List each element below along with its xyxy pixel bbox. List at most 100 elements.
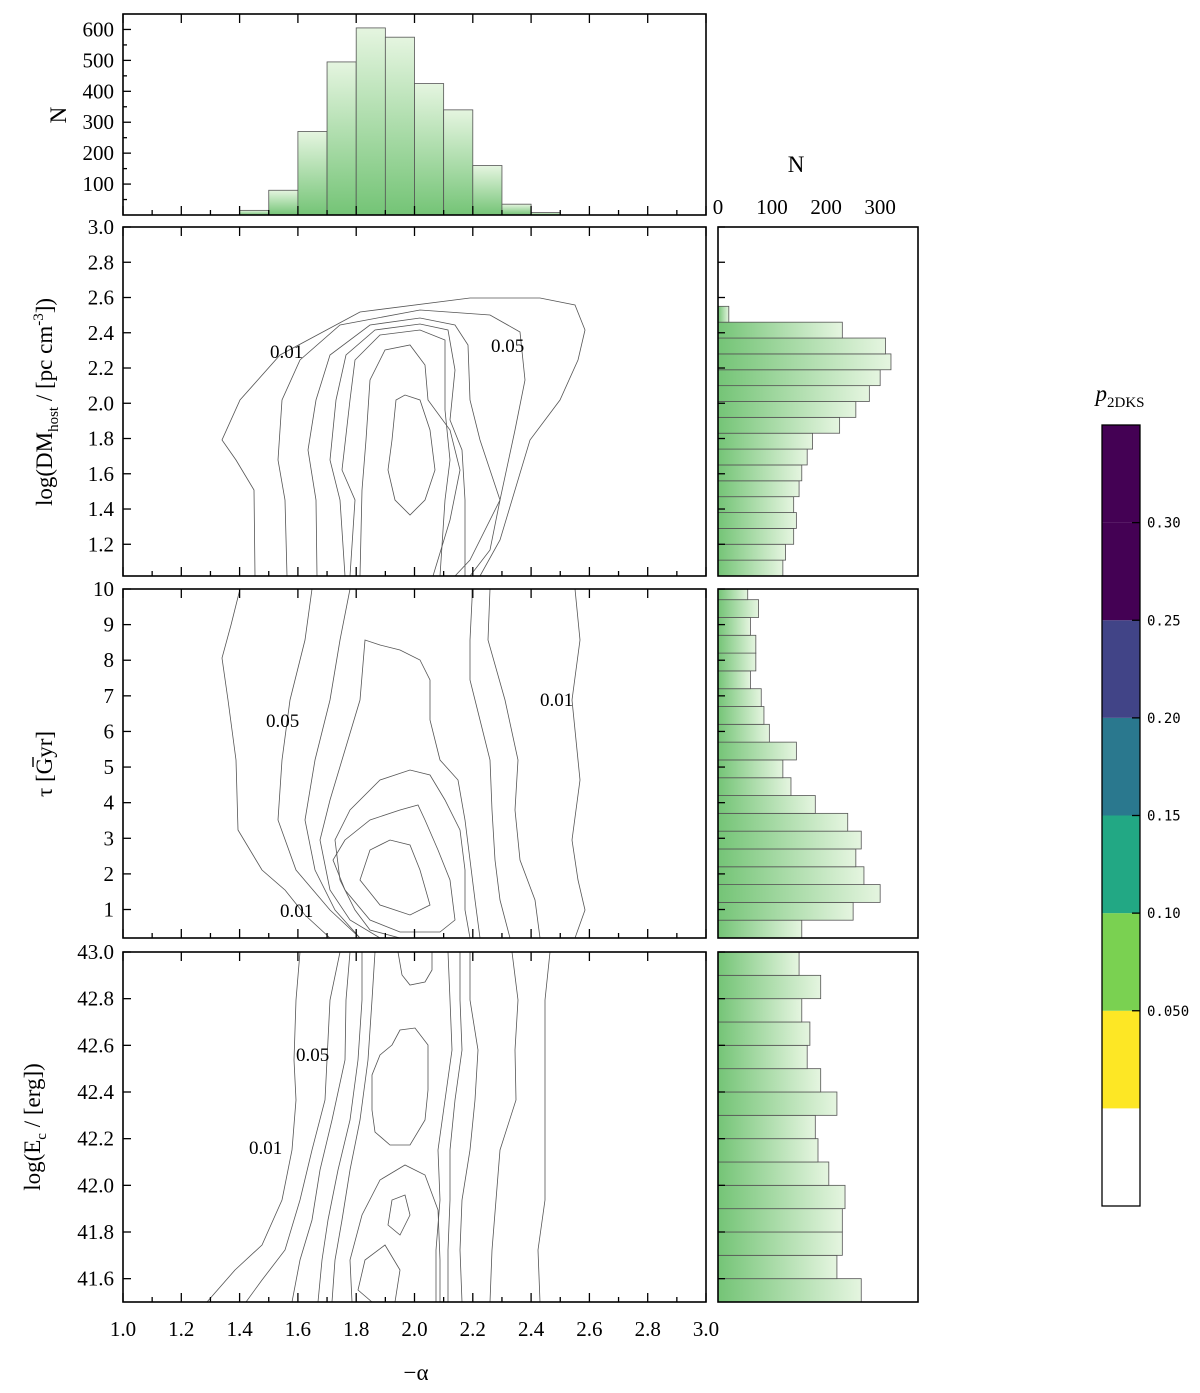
y-tick-label: 3.0 (88, 215, 114, 239)
contour-labels-ec: 0.05 0.01 (249, 1045, 329, 1159)
x-tick-label: 2.0 (401, 1317, 427, 1341)
histogram-bar (717, 1161, 830, 1186)
x-tick-label: 3.0 (693, 1317, 719, 1341)
colorbar-segment (1102, 1108, 1140, 1206)
side-frame-ec (717, 951, 919, 1303)
y-tick-label: 1.6 (88, 462, 114, 486)
histogram-bar (414, 83, 445, 216)
colorbar-segment (1102, 522, 1140, 621)
histogram-bar (717, 588, 749, 601)
ylabel-ec: log(Ec / [erg]) (20, 1063, 50, 1191)
side-x-tick-label: 300 (864, 195, 896, 219)
histogram-bar (717, 1184, 846, 1210)
contour-level-0.30 (387, 394, 436, 516)
histogram-bar (717, 795, 816, 814)
ylabel-tau: τ [Gyr] (32, 731, 57, 797)
histogram-bar (717, 559, 784, 577)
y-tick-label: 6 (104, 719, 115, 743)
y-tick-label: 10 (93, 577, 114, 601)
x-tick-label: 2.2 (460, 1317, 486, 1341)
histogram-bar (717, 1021, 811, 1046)
histogram-bar (717, 480, 800, 498)
y-tick-label: 4 (104, 791, 115, 815)
side-x-tick-label: 200 (810, 195, 842, 219)
y-tick-label: 3 (104, 826, 115, 850)
contour-level-0.10 (291, 952, 479, 1302)
histogram-bar (717, 1231, 843, 1256)
histogram-bar (717, 1254, 838, 1280)
x-tick-label: 1.0 (110, 1317, 136, 1341)
histogram-bar (717, 305, 730, 323)
y-tick-label: 2.8 (88, 250, 114, 274)
histogram-bar (326, 61, 357, 216)
contour-panel-dmhost (221, 297, 586, 576)
colorbar-label: p2DKS (1093, 381, 1144, 411)
contour-panel-ec (206, 952, 551, 1302)
histogram-bar (717, 688, 762, 707)
y-tick-label: 9 (104, 613, 115, 637)
histogram-bar (717, 759, 784, 779)
side-x-tick-label: 100 (756, 195, 788, 219)
histogram-bar (717, 1068, 822, 1093)
contour-level-0.20 (341, 329, 451, 576)
contour-level-0.05 (277, 589, 541, 938)
ylabel-dmhost: log(DMhost / [pc cm-3]) (31, 298, 62, 506)
svg-text:τ [Gyr]: τ [Gyr] (32, 731, 57, 797)
histogram-bar (717, 670, 751, 690)
contour-labels-tau: 0.05 0.01 0.01 (266, 690, 573, 922)
side-frame-dmhost (717, 226, 919, 577)
side-histogram-ec (717, 951, 862, 1303)
side-histogram-axis-label: N (788, 152, 805, 177)
y-tick-label: 5 (104, 755, 115, 779)
y-tick-label: 42.0 (77, 1173, 114, 1197)
x-tick-label: 1.4 (226, 1317, 253, 1341)
histogram-bar (717, 543, 786, 561)
colorbar-tick-label: 0.15 (1147, 809, 1181, 825)
contour-level-0.01 (206, 952, 551, 1302)
histogram-bar (717, 1114, 816, 1140)
contour-panel-tau (221, 589, 586, 938)
histogram-bar (717, 432, 813, 450)
histogram-bar (717, 528, 795, 545)
panel-frame-tau (122, 588, 707, 939)
histogram-bar (717, 634, 757, 654)
contour-level-0.30 (387, 1194, 411, 1236)
colorbar-segment (1102, 717, 1140, 816)
y-tick-label: 7 (104, 684, 115, 708)
top-histogram-ylabel: N (46, 106, 71, 123)
histogram-bar (717, 1044, 808, 1070)
x-tick-label: 2.8 (635, 1317, 661, 1341)
histogram-bar (717, 369, 881, 387)
x-tick-label: 2.6 (576, 1317, 602, 1341)
y-tick-label: 8 (104, 648, 115, 672)
contour-level-0.01 (221, 297, 586, 576)
histogram-bar (717, 812, 849, 832)
histogram-bar (717, 723, 770, 743)
histogram-bar (717, 337, 886, 355)
contour-level-0.10 (304, 589, 511, 938)
y-tick-label: 300 (83, 110, 115, 134)
y-tick-label: 1.2 (88, 532, 114, 556)
colorbar-tick-label: 0.050 (1147, 1004, 1189, 1020)
histogram-bar (717, 848, 857, 868)
colorbar-segment (1102, 1010, 1140, 1109)
contour-level-0.25 (349, 1164, 441, 1302)
histogram-bar (443, 109, 474, 216)
histogram-bar (717, 919, 803, 939)
histogram-bar (717, 1208, 843, 1233)
histogram-bar (717, 385, 870, 402)
colorbar-segment (1102, 913, 1140, 1011)
x-tick-label: 1.6 (285, 1317, 311, 1341)
histogram-bar (717, 448, 808, 466)
contour-level-0.15 (319, 639, 481, 938)
histogram-bar (717, 353, 892, 371)
y-tick-label: 42.6 (77, 1033, 114, 1057)
y-tick-label: 42.8 (77, 987, 114, 1011)
histogram-bar (717, 777, 792, 796)
colorbar: 0.050 0.10 0.15 0.20 0.25 0.30 (1101, 424, 1189, 1207)
y-tick-label: 41.8 (77, 1220, 114, 1244)
histogram-bar (717, 1138, 819, 1163)
y-tick-label: 500 (83, 48, 115, 72)
y-tick-label: 2.6 (88, 286, 114, 310)
